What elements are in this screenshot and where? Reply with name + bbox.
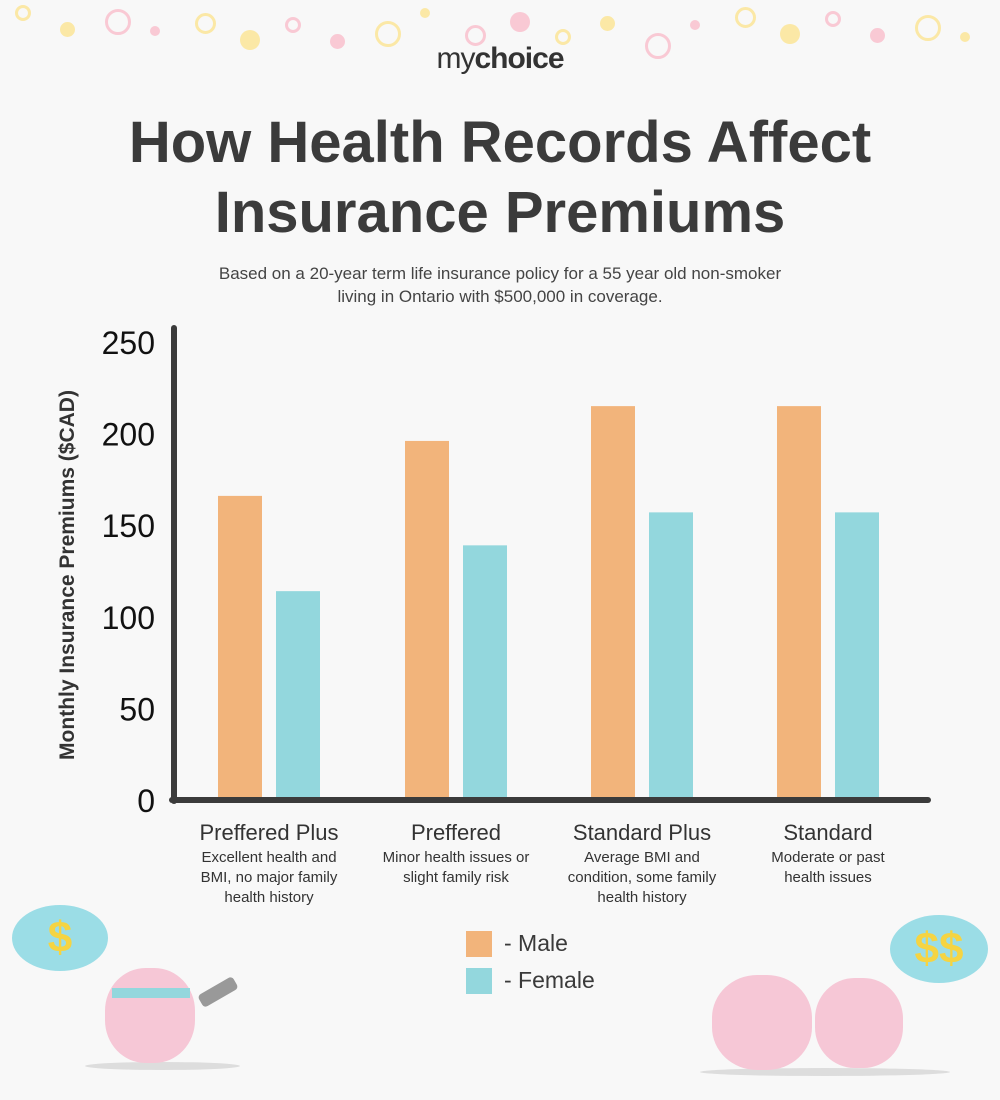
speech-bubble-dollars: $$: [890, 915, 988, 983]
bar-male-3: [777, 406, 821, 800]
description-line: health history: [597, 889, 687, 906]
description-line: health history: [224, 889, 314, 906]
category-description: Excellent health and BMI, no major family…: [169, 848, 369, 908]
confetti-piece: [735, 7, 756, 28]
confetti-piece: [870, 28, 885, 43]
confetti-piece: [510, 12, 530, 32]
bar-female-1: [463, 545, 507, 800]
confetti-piece: [825, 11, 841, 27]
headband-icon: [112, 988, 190, 998]
bar-male-2: [591, 406, 635, 800]
description-line: Moderate or past: [771, 849, 885, 866]
pig-illustration-elderly-2: [815, 978, 903, 1068]
confetti-piece: [375, 21, 401, 47]
legend-item-female: - Female: [466, 962, 595, 999]
legend: - Male - Female: [466, 925, 595, 999]
confetti-piece: [195, 13, 216, 34]
pig-illustration-exercise: [105, 968, 195, 1063]
category-label: Preffered Minor health issues or slight fa…: [356, 820, 556, 888]
subtitle-line-2: living in Ontario with $500,000 in cover…: [337, 287, 663, 306]
legend-label-female: - Female: [504, 967, 595, 993]
y-tick-label: 250: [102, 325, 155, 361]
y-tick-label: 50: [119, 691, 155, 727]
confetti-piece: [780, 24, 800, 44]
y-tick-label: 100: [102, 600, 155, 636]
subtitle-line-1: Based on a 20-year term life insurance p…: [218, 264, 782, 283]
confetti-piece: [645, 33, 671, 59]
shadow: [85, 1062, 240, 1070]
description-line: Average BMI and: [584, 849, 700, 866]
confetti-piece: [285, 17, 301, 33]
legend-item-male: - Male: [466, 925, 595, 962]
category-label: Standard Plus Average BMI and condition, s…: [542, 820, 742, 908]
category-description: Average BMI and condition, some family hea…: [542, 848, 742, 908]
category-label: Standard Moderate or past health issues: [728, 820, 928, 888]
confetti-piece: [420, 8, 430, 18]
page-title: How Health Records Affect Insurance Prem…: [128, 110, 872, 245]
confetti-piece: [960, 32, 970, 42]
description-line: Excellent health and: [201, 849, 337, 866]
category-name: Preffered Plus: [199, 820, 339, 845]
mychoice-logo: mychoice: [436, 42, 564, 75]
y-tick-label: 150: [102, 508, 155, 544]
confetti-piece: [105, 9, 131, 35]
y-tick-label: 200: [102, 417, 155, 453]
category-description: Minor health issues or slight family risk: [356, 848, 556, 888]
category-name: Standard: [783, 820, 873, 845]
confetti-piece: [600, 16, 615, 31]
speech-bubble-dollar: $: [12, 905, 108, 971]
bar-female-2: [649, 512, 693, 800]
y-tick-label: 0: [137, 783, 155, 819]
legend-label-male: - Male: [504, 930, 568, 956]
bar-male-1: [405, 440, 449, 800]
confetti-piece: [150, 26, 160, 36]
legend-swatch-male: [466, 930, 492, 957]
category-name: Standard Plus: [572, 820, 712, 845]
confetti-piece: [555, 29, 571, 45]
description-line: slight family risk: [403, 869, 509, 886]
description-line: condition, some family: [567, 869, 717, 886]
confetti-piece: [915, 15, 941, 41]
description-line: Minor health issues or: [382, 849, 530, 866]
confetti-piece: [15, 5, 31, 21]
bar-female-0: [276, 591, 320, 800]
confetti-piece: [330, 34, 345, 49]
description-line: BMI, no major family: [200, 869, 338, 886]
category-name: Preffered: [410, 820, 502, 845]
confetti-piece: [240, 30, 260, 50]
category-description: Moderate or past health issues: [728, 848, 928, 888]
y-axis-label: Monthly Insurance Premiums ($CAD): [56, 390, 79, 760]
category-label: Preffered Plus Excellent health and BMI, n…: [169, 820, 369, 908]
shadow: [700, 1068, 950, 1076]
legend-swatch-female: [466, 967, 492, 994]
bar-female-3: [835, 512, 879, 800]
confetti-piece: [60, 22, 75, 37]
pig-illustration-elderly: [712, 975, 812, 1070]
bar-male-0: [218, 495, 262, 800]
confetti-piece: [690, 20, 700, 30]
subtitle: Based on a 20-year term life insurance p…: [0, 262, 1000, 308]
description-line: health issues: [784, 869, 872, 886]
confetti-piece: [465, 25, 486, 46]
